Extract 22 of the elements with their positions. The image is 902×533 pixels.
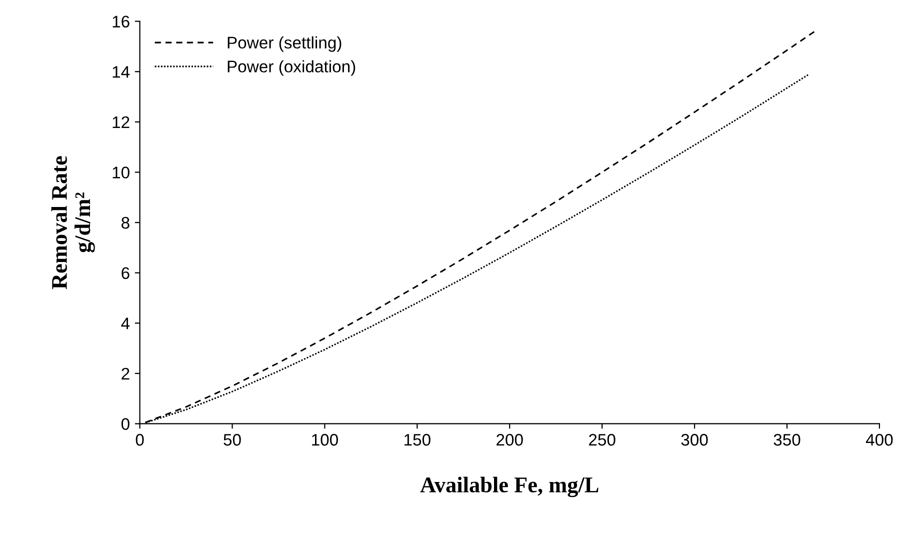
y-tick-label: 2 bbox=[122, 368, 130, 380]
x-tick-label: 250 bbox=[589, 434, 616, 446]
x-tick-label: 100 bbox=[312, 434, 338, 446]
y-tick-label: 10 bbox=[112, 166, 130, 178]
legend-label: Power (settling) bbox=[228, 36, 342, 52]
y-axis-title: Removal Rate g/d/m² bbox=[51, 156, 95, 290]
x-tick-label: 0 bbox=[136, 434, 144, 446]
legend-label: Power (oxidation) bbox=[228, 60, 356, 76]
y-tick-label: 0 bbox=[121, 418, 130, 430]
y-tick-label: 4 bbox=[121, 318, 130, 330]
x-axis-title: Available Fe, mg/L bbox=[420, 476, 598, 498]
y-tick-label: 12 bbox=[112, 116, 130, 128]
y-tick-label: 16 bbox=[112, 16, 130, 28]
y-tick-label: 8 bbox=[122, 216, 130, 229]
x-tick-label: 400 bbox=[866, 434, 893, 446]
y-tick-label: 6 bbox=[122, 267, 130, 280]
x-tick-label: 350 bbox=[774, 434, 800, 446]
x-tick-label: 50 bbox=[224, 434, 241, 446]
x-tick-label: 200 bbox=[496, 434, 523, 446]
x-tick-label: 300 bbox=[681, 434, 708, 446]
y-tick-label: 14 bbox=[112, 66, 130, 78]
x-tick-label: 150 bbox=[404, 434, 430, 446]
